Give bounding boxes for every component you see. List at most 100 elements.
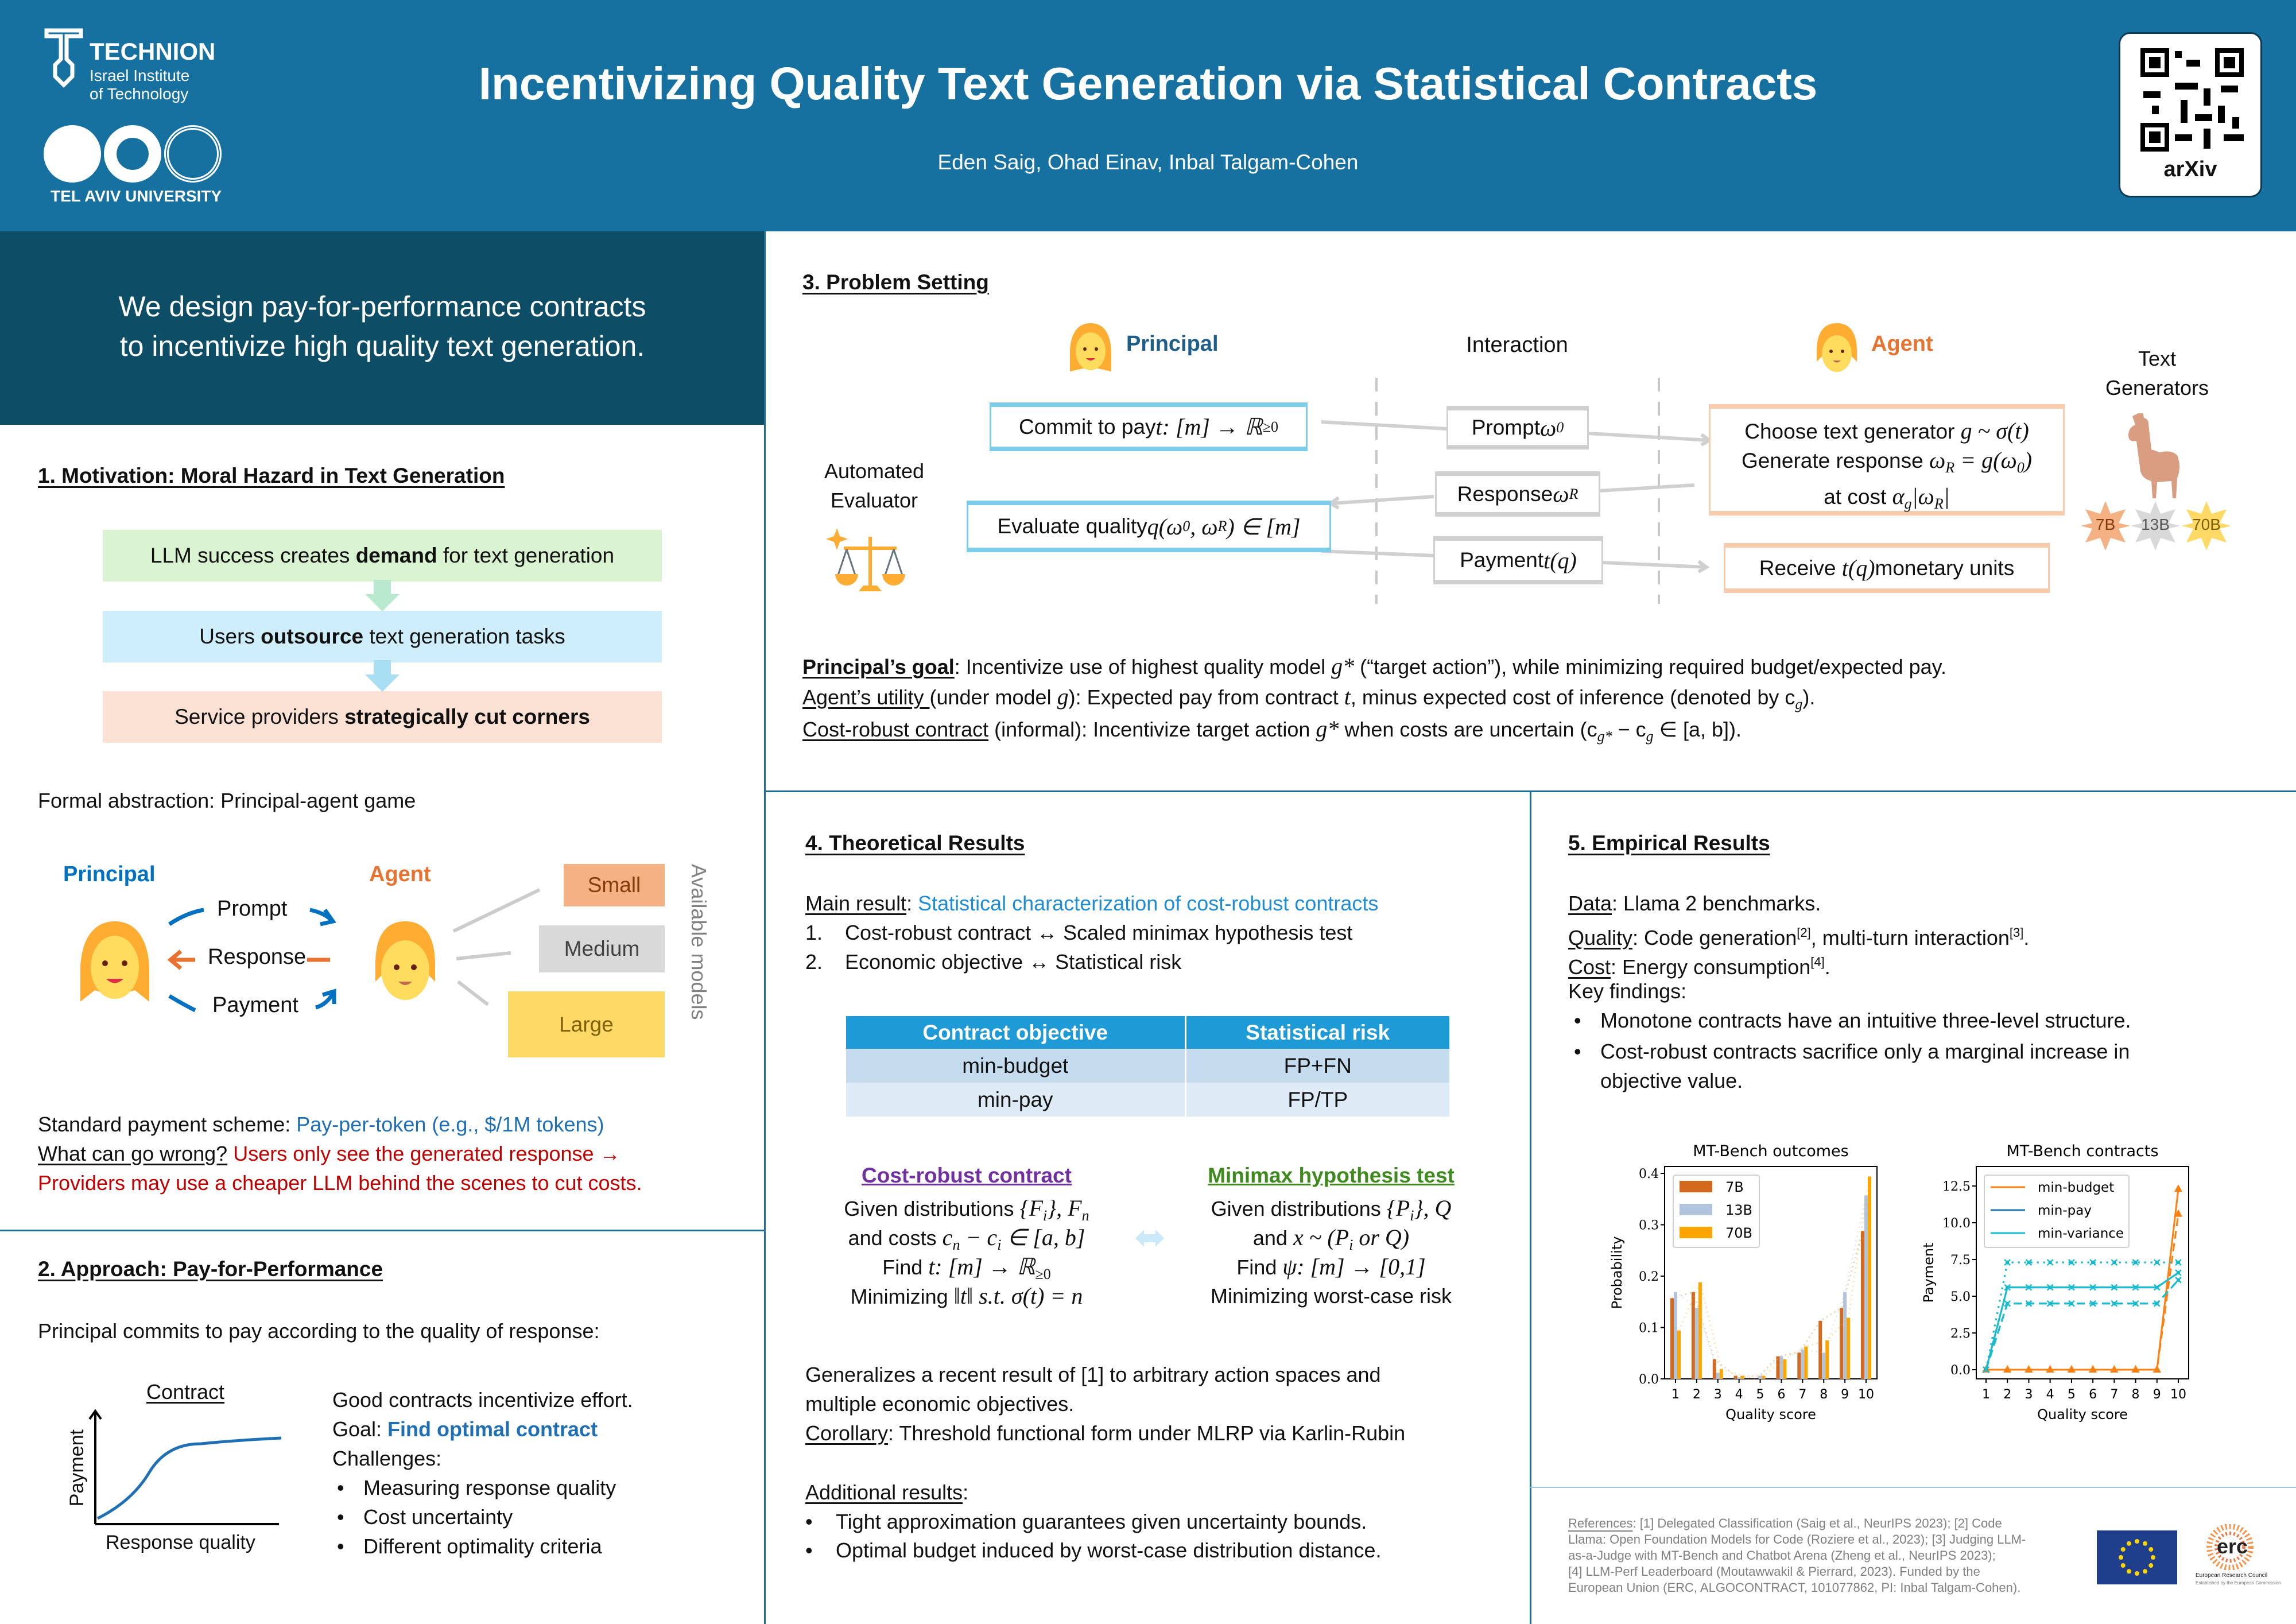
section-heading-motivation: 1. Motivation: Moral Hazard in Text Gene… [38,464,505,487]
equivalence-arrow-icon [1135,1230,1164,1247]
tau-name: TEL AVIV UNIVERSITY [51,187,222,205]
x-axis-label: Quality score [1725,1406,1816,1423]
model-size-badges [2081,501,2230,551]
eu-star [2135,1571,2139,1576]
approach-intro: Principal commits to pay according to th… [38,1319,600,1343]
badge-13b: 13B [2141,516,2170,533]
reference-line: European Union (ERC, ALGOCONTRACT, 10107… [1568,1580,2021,1595]
math: g* [1331,653,1355,679]
agent-person-icon [375,921,435,1000]
marker-min-variance-7 [2111,1259,2118,1266]
math: ‖t‖ s.t. σ(t) = n [953,1283,1083,1309]
column-divider [764,231,766,1624]
bullet: • [805,1510,813,1533]
flow-bold: outsource [261,625,364,648]
contract-sketch-plot [88,1409,282,1525]
bar-13B-8 [1822,1352,1826,1379]
llama-icon [2128,413,2179,498]
bar-13B-7 [1801,1349,1805,1379]
bullet: • [805,1538,813,1562]
x-tick-label: 5 [1756,1387,1764,1402]
chart-title: MT-Bench outcomes [1693,1142,1848,1160]
math-sub: 0 [1182,518,1190,534]
text: : Incentivize use of highest quality mod… [954,655,1332,679]
generalizes-text: Generalizes a recent result of [1] to ar… [805,1363,1381,1386]
label: Standard payment scheme: [38,1113,297,1136]
y-tick-label: 10.0 [1942,1216,1971,1231]
marker-min-variance-8 [2132,1300,2139,1307]
math: , ω [1190,513,1218,540]
bar-70B-10 [1868,1176,1871,1379]
bar-70B-3 [1719,1369,1723,1379]
section-divider [0,1230,765,1231]
x-tick-label: 10 [2170,1387,2186,1402]
table-cell: FP/TP [1287,1087,1348,1111]
text: Given distributions [844,1197,1020,1220]
bar-7B-7 [1797,1352,1801,1379]
text: Given distributions [1211,1197,1387,1220]
theorem-line: Minimizing worst-case risk [1210,1284,1452,1308]
line-min-variance-dashed [1985,1279,2179,1370]
text: ∈ [a, b]). [1653,718,1742,741]
y-tick-label: 0.2 [1639,1270,1659,1284]
eu-star [2120,1547,2126,1552]
marker-min-variance-7 [2111,1300,2118,1307]
marker-min-budget-2 [2003,1365,2012,1373]
theorem-line: Find ψ: [m] → [0,1] [1159,1253,1503,1281]
marker-min-budget-3 [2024,1365,2033,1373]
plot-frame [1976,1166,2189,1379]
eu-flag-icon [2097,1530,2177,1584]
marker-min-variance-1 [1983,1366,1989,1373]
text: Evaluate quality [997,514,1147,538]
math-sub: 0 [1556,419,1564,436]
tagline-line: We design pay-for-performance contracts [118,290,646,323]
model-medium: Medium [539,925,665,972]
tagline-line: to incentivize high quality text generat… [119,330,645,362]
marker-min-variance-10 [2175,1276,2182,1284]
flow-box-cut-corners: Service providers strategically cut corn… [103,691,662,743]
marker-min-variance-3 [2025,1284,2033,1291]
text: (“target action”), while minimizing requ… [1354,655,1946,679]
interaction-arrows [167,908,336,1013]
objective-risk-table: Contract objective Statistical risk min-b… [846,1016,1449,1117]
bar-70B-2 [1698,1282,1702,1379]
math: ω [1553,481,1569,507]
math: q(ω [1147,513,1183,540]
cost-line: Cost: Energy consumption[4]. [1568,948,1830,981]
bullet: • [1574,1009,1581,1032]
math-sub: R [1217,518,1227,534]
marker-min-variance-2 [2004,1284,2011,1291]
x-tick-label: 2 [2003,1387,2011,1402]
badge-7b: 7B [2095,516,2116,533]
label: Cost [1568,955,1611,979]
challenges-label: Challenges: [332,1447,442,1470]
line-min-budget-dashed [1986,1214,2179,1371]
eu-star [2135,1539,2139,1544]
label: Principal’s goal [802,655,955,679]
list-item: Economic objective ↔ Statistical risk [845,950,1182,974]
math-sub: i [1042,1207,1048,1224]
table-cell: FP+FN [1283,1053,1352,1078]
pay-per-token-text: Pay-per-token (e.g., $/1M tokens) [296,1113,604,1136]
key-findings-label: Key findings: [1568,979,1687,1003]
evaluate-quality-box: Evaluate quality q(ω 0, ω R) ∈ [m] [967,501,1331,552]
receive-payment-box: Receive t(q) monetary units [1724,543,2050,593]
bar-13B-3 [1716,1373,1720,1379]
erc-name: European Research Council [2196,1572,2268,1579]
main-result-line: Main result: Statistical characterizatio… [805,892,1379,915]
trend-line-7B [1671,1230,1864,1380]
math: α [1892,483,1905,509]
theorem-line: Given distributions {Pi}, Q [1159,1195,1503,1230]
x-tick-label: 6 [2089,1387,2097,1402]
section-heading-approach: 2. Approach: Pay-for-Performance [38,1257,383,1281]
marker-min-variance-8 [2132,1284,2139,1291]
math-sub: 0 [2016,459,2024,476]
badge-13b-icon [2131,501,2180,551]
math: = g(ω [1954,447,2017,473]
arxiv-qr-code[interactable]: arXiv [2119,32,2262,197]
text: : Code generation [1632,926,1797,949]
math: {F [1019,1195,1043,1221]
table-row: min-pay FP/TP [846,1083,1449,1117]
poster-header [0,0,2296,231]
